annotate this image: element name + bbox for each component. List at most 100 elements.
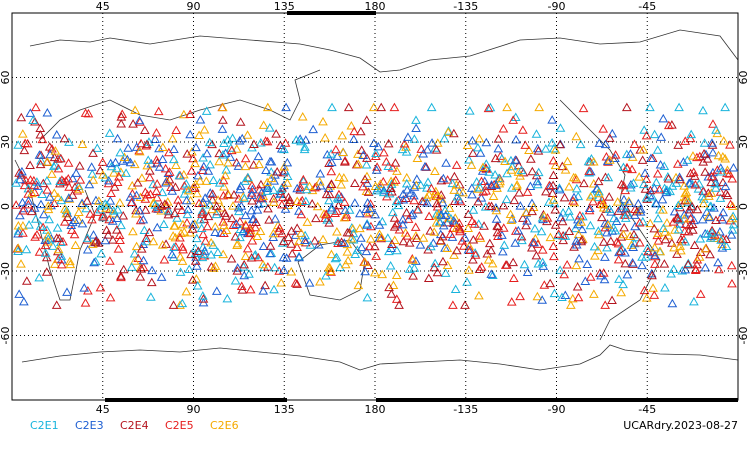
occultation-marker (205, 159, 215, 169)
occultation-marker (694, 252, 705, 261)
occultation-marker (60, 204, 70, 213)
occultation-marker (355, 208, 365, 218)
occultation-marker (458, 187, 468, 197)
occultation-marker (336, 237, 347, 246)
occultation-marker (49, 152, 60, 162)
y-tick-label: 0 (0, 203, 12, 210)
occultation-marker (726, 230, 737, 239)
occultation-marker (175, 252, 186, 261)
occultation-marker (233, 194, 244, 203)
occultation-marker (95, 282, 106, 292)
y-tick-label: 60 (737, 71, 750, 85)
occultation-marker (417, 196, 428, 206)
occultation-marker (660, 234, 671, 244)
occultation-marker (208, 263, 219, 272)
occultation-marker (164, 174, 175, 184)
occultation-marker (683, 259, 694, 269)
occultation-marker (559, 192, 570, 202)
occultation-marker (115, 235, 125, 245)
occultation-marker (361, 208, 372, 218)
occultation-marker (462, 277, 472, 286)
occultation-marker (190, 256, 201, 265)
occultation-marker (588, 156, 599, 166)
occultation-marker (342, 227, 353, 237)
occultation-marker (486, 269, 497, 278)
occultation-marker (238, 226, 248, 236)
occultation-marker (616, 243, 627, 252)
occultation-marker (476, 176, 487, 185)
occultation-marker (25, 108, 36, 117)
occultation-marker (568, 196, 578, 205)
occultation-marker (310, 182, 320, 192)
occultation-marker (413, 204, 423, 214)
occultation-marker (679, 181, 690, 190)
occultation-marker (231, 219, 242, 228)
occultation-marker (628, 178, 639, 187)
occultation-marker (334, 172, 345, 181)
occultation-marker (44, 192, 55, 201)
occultation-marker (335, 262, 345, 272)
occultation-marker (545, 278, 556, 288)
occultation-marker (474, 133, 485, 143)
occultation-marker (63, 193, 74, 202)
occultation-marker (593, 188, 604, 198)
occultation-marker (172, 213, 182, 222)
occultation-marker (273, 226, 284, 235)
occultation-marker (207, 139, 217, 149)
occultation-marker (409, 134, 420, 143)
occultation-marker (506, 165, 517, 174)
occultation-marker (472, 142, 483, 152)
occultation-marker (495, 176, 506, 186)
occultation-marker (544, 197, 554, 206)
occultation-marker (715, 193, 726, 202)
occultation-marker (292, 196, 303, 205)
occultation-marker (145, 166, 155, 175)
y-tick-label: -30 (0, 262, 12, 280)
occultation-marker (619, 222, 630, 232)
occultation-marker (637, 155, 648, 164)
occultation-marker (582, 259, 593, 268)
occultation-marker (218, 175, 229, 185)
occultation-marker (94, 196, 104, 205)
occultation-marker (680, 136, 691, 145)
occultation-marker (403, 132, 413, 141)
occultation-marker (116, 118, 127, 128)
occultation-marker (276, 184, 287, 193)
occultation-marker (392, 166, 402, 175)
occultation-marker (448, 128, 459, 138)
occultation-marker (350, 178, 360, 188)
occultation-marker (715, 227, 725, 236)
occultation-marker (147, 265, 157, 275)
occultation-marker (441, 158, 451, 167)
occultation-marker (703, 211, 714, 221)
occultation-marker (108, 168, 119, 177)
occultation-marker (649, 223, 660, 233)
occultation-marker (186, 166, 197, 175)
occultation-marker (294, 236, 304, 246)
occultation-marker (247, 184, 258, 194)
occultation-marker (585, 220, 596, 230)
occultation-marker (103, 230, 114, 239)
occultation-marker (577, 211, 588, 221)
occultation-marker (130, 105, 141, 114)
occultation-marker (521, 207, 532, 217)
occultation-marker (247, 236, 258, 245)
occultation-marker (463, 223, 474, 232)
occultation-marker (179, 109, 189, 119)
occultation-marker (426, 183, 437, 193)
occultation-marker (301, 184, 312, 194)
coastline (14, 159, 96, 301)
occultation-marker (411, 256, 421, 265)
occultation-marker (238, 262, 249, 271)
occultation-marker (559, 269, 570, 279)
occultation-marker (63, 173, 74, 183)
occultation-marker (479, 221, 489, 230)
occultation-marker (262, 182, 273, 191)
occultation-marker (43, 201, 54, 210)
occultation-marker (513, 167, 524, 176)
occultation-marker (369, 267, 380, 277)
occultation-marker (263, 203, 273, 213)
occultation-marker (361, 186, 372, 195)
occultation-marker (403, 214, 414, 223)
occultation-marker (426, 102, 437, 112)
